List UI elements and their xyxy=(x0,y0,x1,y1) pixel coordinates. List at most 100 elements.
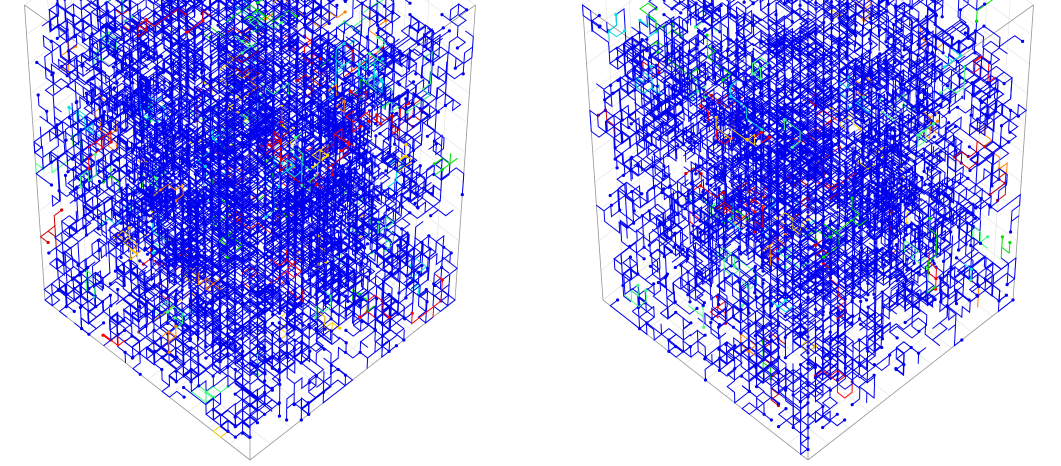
network-path xyxy=(431,50,463,106)
network-node xyxy=(55,36,59,41)
network-node xyxy=(167,212,172,216)
network-path xyxy=(133,195,158,217)
network-node xyxy=(211,169,215,173)
network-path xyxy=(205,392,251,427)
network-path xyxy=(300,200,340,273)
network-path xyxy=(387,122,418,195)
network-node xyxy=(173,316,177,320)
network-path xyxy=(265,85,298,139)
network-node xyxy=(309,239,313,243)
network-node xyxy=(331,128,335,132)
network-path xyxy=(851,275,898,320)
network-path xyxy=(302,48,320,90)
network-node xyxy=(240,123,244,127)
network-path xyxy=(182,264,237,305)
network-path xyxy=(420,108,445,156)
network-path xyxy=(380,160,414,205)
network-path xyxy=(33,124,60,163)
network-node xyxy=(144,17,148,22)
network-node xyxy=(232,194,236,198)
network-node xyxy=(961,95,965,99)
network-path xyxy=(88,124,144,176)
network-node xyxy=(233,367,237,372)
network-node xyxy=(167,3,172,7)
network-node xyxy=(102,167,106,171)
network-node xyxy=(324,160,328,164)
network-node xyxy=(109,140,113,144)
network-node xyxy=(316,220,320,224)
network-node xyxy=(255,157,259,161)
network-node xyxy=(307,300,311,304)
network-node xyxy=(216,23,220,27)
network-node xyxy=(390,54,394,58)
network-path xyxy=(354,192,409,239)
network-path xyxy=(198,336,221,377)
network-path xyxy=(112,226,176,258)
network-path xyxy=(153,0,171,4)
network-path xyxy=(345,313,392,359)
network-path xyxy=(330,296,362,319)
network-path xyxy=(143,136,176,176)
network-path xyxy=(919,213,944,242)
network-node xyxy=(211,342,215,346)
network-node xyxy=(859,322,863,326)
network-node xyxy=(425,300,429,304)
network-node xyxy=(101,333,105,337)
network-node xyxy=(97,169,101,173)
network-node xyxy=(248,198,252,202)
network-node xyxy=(187,181,191,185)
network-node xyxy=(614,13,618,17)
network-node xyxy=(429,192,433,196)
network-node xyxy=(165,310,170,314)
network-node xyxy=(102,110,106,114)
network-path xyxy=(428,61,462,117)
network-path xyxy=(144,225,199,276)
network-node xyxy=(374,134,378,138)
network-node xyxy=(233,322,237,326)
network-path xyxy=(212,93,274,203)
network-path xyxy=(377,72,395,111)
network-node xyxy=(309,126,313,130)
network-node xyxy=(171,264,175,268)
network-node xyxy=(769,418,774,422)
network-path xyxy=(830,36,878,99)
network-node xyxy=(754,295,758,299)
network-path xyxy=(309,204,342,251)
network-node xyxy=(396,243,400,248)
network-node xyxy=(151,240,155,245)
network-node xyxy=(307,401,311,405)
network-node xyxy=(176,131,181,135)
network-node xyxy=(67,105,71,109)
network-path xyxy=(249,278,281,315)
network-node xyxy=(279,88,284,92)
network-node xyxy=(263,181,267,185)
network-node xyxy=(211,309,215,313)
network-node xyxy=(181,138,185,142)
network-path xyxy=(163,51,204,135)
network-path xyxy=(281,0,322,56)
network-node xyxy=(358,315,362,319)
network-path xyxy=(128,55,162,95)
network-node xyxy=(280,93,284,98)
network-node xyxy=(185,9,189,13)
network-path xyxy=(286,382,295,421)
network-node xyxy=(385,228,389,232)
network-path xyxy=(57,268,104,309)
network-node xyxy=(317,146,321,150)
network-node xyxy=(174,369,178,373)
network-path xyxy=(286,276,310,333)
network-node xyxy=(340,149,344,153)
network-path xyxy=(66,129,91,163)
network-path xyxy=(164,102,197,153)
network-node xyxy=(394,344,398,348)
network-node xyxy=(930,107,934,112)
grid-line xyxy=(764,0,768,173)
network-node xyxy=(1009,230,1013,234)
network-node xyxy=(686,247,690,251)
network-node xyxy=(308,292,312,296)
network-node xyxy=(272,76,276,80)
network-node xyxy=(189,264,193,268)
network-node xyxy=(323,281,327,285)
grid-line xyxy=(982,0,1032,35)
